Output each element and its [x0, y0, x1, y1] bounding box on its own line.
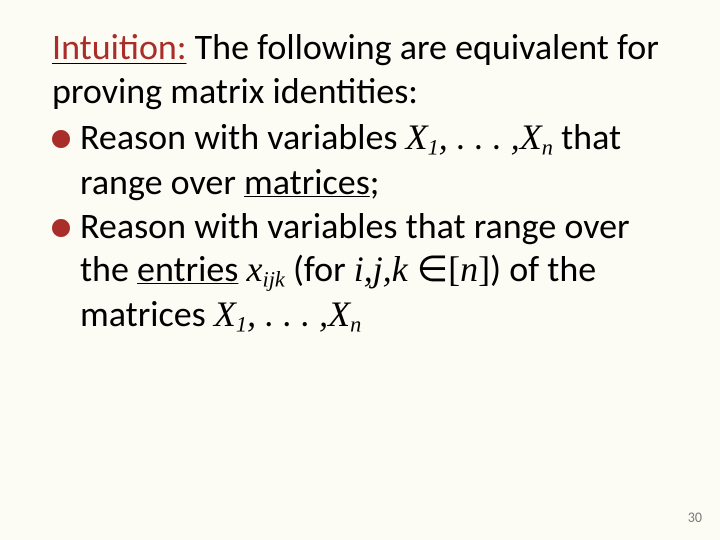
bullet-1-pre: Reason with variables [80, 115, 406, 159]
bullet-1-var1: X [406, 117, 428, 157]
bullet-2-entryvar: x [247, 249, 263, 289]
bullet-2-idx: i,j,k [354, 249, 408, 289]
bullet-1-underlined: matrices [244, 160, 370, 204]
bullet-2-space1 [238, 247, 246, 291]
bullet-2-sub1: 1 [236, 312, 247, 337]
bullet-1-sub2: n [542, 134, 553, 159]
bullet-1-post2: ; [370, 160, 380, 204]
bullet-2-elem: ∈ [408, 249, 448, 289]
bullet-2-range-open: [ [448, 249, 460, 289]
bullet-1-mid: , . . . , [439, 117, 520, 157]
bullet-2-entrysub: ijk [263, 267, 285, 292]
bullet-2: Reason with variables that range over th… [52, 205, 676, 339]
bullet-2-paren-open: (for [285, 247, 354, 291]
bullet-2-sub2: n [350, 312, 361, 337]
slide: Intuition: The following are equivalent … [0, 0, 720, 540]
slide-content: Intuition: The following are equivalent … [52, 26, 676, 338]
bullet-2-range-n: n [460, 249, 478, 289]
bullet-2-var1: X [214, 294, 236, 334]
intuition-lead: Intuition: [52, 25, 186, 69]
bullet-2-mid: , . . . , [247, 294, 328, 334]
bullet-2-var2: X [328, 294, 350, 334]
intro-paragraph: Intuition: The following are equivalent … [52, 26, 676, 114]
page-number: 30 [688, 509, 702, 526]
bullet-1-sub1: 1 [428, 134, 439, 159]
bullet-2-underlined1: entries [137, 247, 238, 291]
bullet-1-var2: X [520, 117, 542, 157]
bullet-1: Reason with variables X1, . . . ,Xn that… [52, 116, 676, 205]
bullet-2-range-close: ] [478, 249, 490, 289]
